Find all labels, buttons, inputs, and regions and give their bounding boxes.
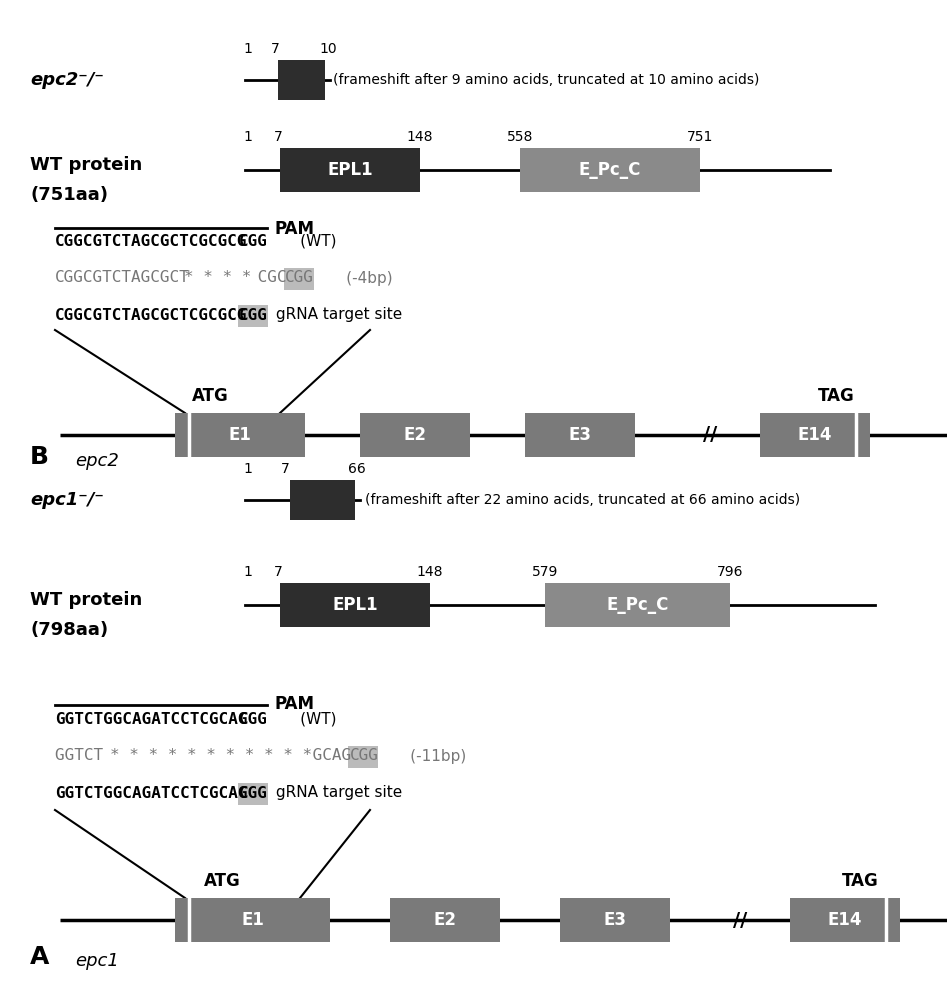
Bar (290, 480, 355, 520)
Text: CGGCGTCTAGCGCTCGCGCG: CGGCGTCTAGCGCTCGCGCG (55, 233, 247, 248)
Text: gRNA target site: gRNA target site (271, 786, 402, 800)
Text: E14: E14 (828, 911, 863, 929)
Text: E1: E1 (241, 911, 264, 929)
Bar (560, 898, 670, 942)
Text: (WT): (WT) (271, 233, 336, 248)
Text: E3: E3 (568, 426, 592, 444)
Text: gRNA target site: gRNA target site (271, 308, 402, 322)
Text: GGTCTGGCAGATCCTCGCAG: GGTCTGGCAGATCCTCGCAG (55, 786, 247, 800)
Text: //: // (703, 426, 717, 444)
Text: 7: 7 (280, 462, 290, 476)
Bar (348, 746, 378, 768)
Text: GGTCT: GGTCT (55, 748, 113, 764)
Text: 1: 1 (243, 565, 253, 579)
Bar (280, 148, 420, 192)
Text: epc2: epc2 (75, 452, 119, 470)
Text: ATG: ATG (191, 387, 228, 405)
Text: 66: 66 (348, 462, 366, 476)
Bar (238, 783, 268, 805)
Text: E2: E2 (403, 426, 426, 444)
Text: CGG: CGG (349, 748, 378, 764)
Text: ATG: ATG (204, 872, 241, 890)
Bar (175, 898, 330, 942)
Text: epc1: epc1 (75, 952, 119, 970)
Text: E_Pc_C: E_Pc_C (579, 161, 641, 179)
Text: * * * * * * * * * * *: * * * * * * * * * * * (110, 748, 313, 764)
Text: PAM: PAM (275, 220, 315, 238)
Text: A: A (30, 945, 49, 969)
Text: TAG: TAG (842, 872, 879, 890)
Text: 7: 7 (274, 130, 282, 144)
Text: 10: 10 (319, 42, 337, 56)
Text: 7: 7 (271, 42, 279, 56)
Text: CGC: CGC (248, 270, 287, 286)
Text: GGTCTGGCAGATCCTCGCAG: GGTCTGGCAGATCCTCGCAG (55, 712, 247, 726)
Text: CGGCGTCTAGCGCT: CGGCGTCTAGCGCT (55, 270, 189, 286)
Text: TAG: TAG (817, 387, 854, 405)
Bar (280, 583, 430, 627)
Text: WT protein: WT protein (30, 591, 142, 609)
Text: 1: 1 (243, 462, 253, 476)
Text: E_Pc_C: E_Pc_C (606, 596, 669, 614)
Text: * * * *: * * * * (184, 270, 251, 286)
Text: (frameshift after 9 amino acids, truncated at 10 amino acids): (frameshift after 9 amino acids, truncat… (333, 73, 759, 87)
Text: (-4bp): (-4bp) (316, 270, 392, 286)
Text: 751: 751 (687, 130, 713, 144)
Text: CGG: CGG (239, 786, 268, 800)
Text: 1: 1 (243, 130, 253, 144)
Bar (278, 60, 325, 100)
Text: B: B (30, 445, 49, 469)
Bar (545, 583, 730, 627)
Text: CGG: CGG (239, 712, 268, 726)
Text: EPL1: EPL1 (327, 161, 373, 179)
Text: 7: 7 (274, 565, 282, 579)
Bar (390, 898, 500, 942)
Text: (798aa): (798aa) (30, 621, 108, 639)
Bar (175, 413, 305, 457)
Text: (-11bp): (-11bp) (381, 748, 466, 764)
Text: 148: 148 (417, 565, 443, 579)
Bar (760, 413, 870, 457)
Text: (frameshift after 22 amino acids, truncated at 66 amino acids): (frameshift after 22 amino acids, trunca… (365, 493, 800, 507)
Text: CGG: CGG (239, 308, 268, 322)
Text: CGG: CGG (239, 233, 268, 248)
Text: 796: 796 (717, 565, 743, 579)
Text: (WT): (WT) (271, 712, 336, 726)
Text: E14: E14 (797, 426, 832, 444)
Text: WT protein: WT protein (30, 156, 142, 174)
Text: 579: 579 (532, 565, 558, 579)
Text: 148: 148 (407, 130, 433, 144)
Text: (751aa): (751aa) (30, 186, 108, 204)
Text: 1: 1 (243, 42, 253, 56)
Text: //: // (733, 910, 747, 930)
Text: E2: E2 (434, 911, 456, 929)
Text: epc2⁻/⁻: epc2⁻/⁻ (30, 71, 104, 89)
Text: E3: E3 (603, 911, 627, 929)
Bar (520, 148, 700, 192)
Bar (360, 413, 470, 457)
Text: GCAG: GCAG (303, 748, 351, 764)
Text: E1: E1 (228, 426, 252, 444)
Text: EPL1: EPL1 (332, 596, 378, 614)
Bar (790, 898, 900, 942)
Bar (238, 305, 268, 327)
Text: PAM: PAM (275, 695, 315, 713)
Bar (284, 268, 313, 290)
Bar (525, 413, 635, 457)
Text: CGGCGTCTAGCGCTCGCGCG: CGGCGTCTAGCGCTCGCGCG (55, 308, 247, 322)
Text: epc1⁻/⁻: epc1⁻/⁻ (30, 491, 104, 509)
Text: CGG: CGG (285, 270, 313, 286)
Text: 558: 558 (507, 130, 533, 144)
